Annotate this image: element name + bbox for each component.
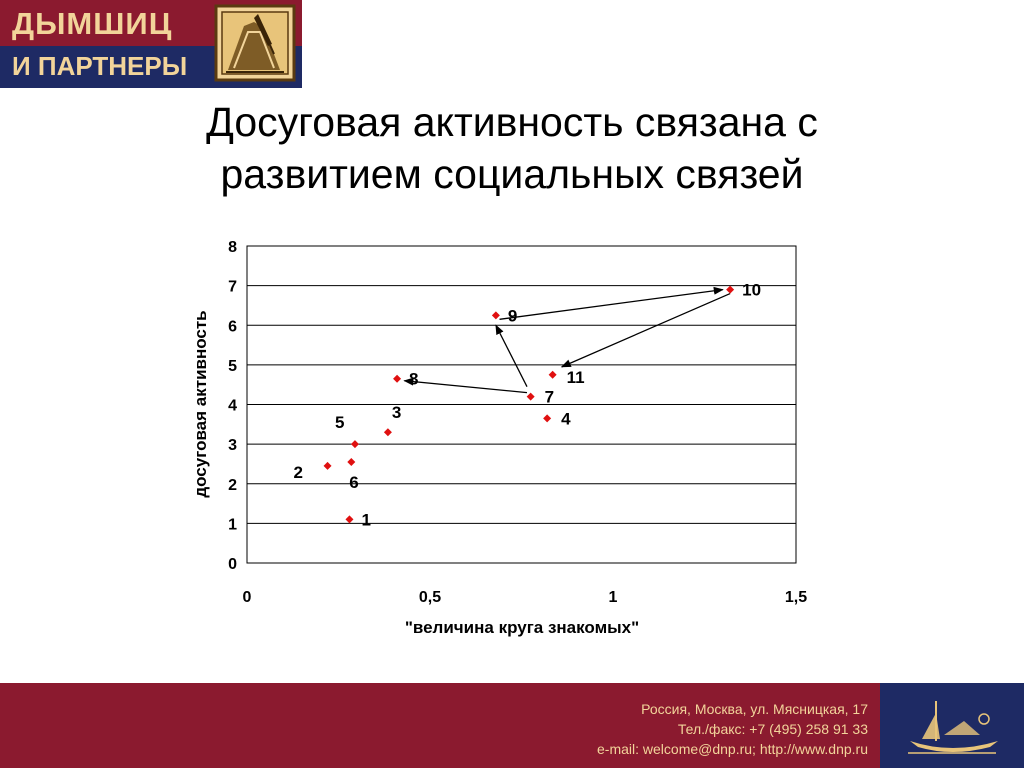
data-point xyxy=(347,457,356,466)
data-point xyxy=(350,440,359,449)
data-point-label: 2 xyxy=(294,463,303,482)
y-tick-label: 7 xyxy=(228,279,237,296)
ship-emblem-icon xyxy=(908,701,998,754)
logo-name-line1: ДЫМШИЦ xyxy=(12,6,173,41)
x-tick-label: 1 xyxy=(609,589,618,606)
y-tick-label: 2 xyxy=(228,477,237,494)
scatter-chart: 0 1 2 3 4 5 6 7 8 0 0,5 1 1,5 1 2 3 4 5 6 7 8 9 10 11 досугов… xyxy=(191,239,807,637)
quill-emblem-icon xyxy=(214,4,296,82)
slide-title-line2: развитием социальных связей xyxy=(220,151,804,197)
data-point-label: 7 xyxy=(545,388,554,407)
footer: Россия, Москва, ул. Мясницкая, 17 Тел./ф… xyxy=(0,683,1024,768)
x-tick-label: 1,5 xyxy=(785,589,807,606)
y-axis-label: досуговая активность xyxy=(191,310,210,497)
data-point-label: 3 xyxy=(392,403,401,422)
y-tick-label: 8 xyxy=(228,239,237,256)
y-tick-label: 6 xyxy=(228,318,237,335)
slide-title-line1: Досуговая активность связана с xyxy=(206,99,818,145)
data-point-label: 1 xyxy=(361,510,370,529)
data-point xyxy=(548,370,557,379)
data-point-label: 5 xyxy=(335,413,344,432)
trajectory-arrow xyxy=(499,286,724,320)
x-tick-label: 0 xyxy=(243,589,252,606)
data-point xyxy=(491,311,500,320)
data-point xyxy=(323,461,332,470)
data-point-label: 4 xyxy=(561,409,571,428)
data-point xyxy=(526,392,535,401)
data-point-label: 8 xyxy=(409,370,418,389)
y-tick-label: 4 xyxy=(228,398,237,415)
company-logo: ДЫМШИЦ И ПАРТНЕРЫ xyxy=(0,0,302,88)
contact-info: Россия, Москва, ул. Мясницкая, 17 Тел./ф… xyxy=(597,699,868,759)
email-web-text: e-mail: welcome@dnp.ru; http://www.dnp.r… xyxy=(597,741,868,757)
data-point xyxy=(383,428,392,437)
logo-name-line2: И ПАРТНЕРЫ xyxy=(12,51,188,81)
x-tick-label: 0,5 xyxy=(419,589,441,606)
address-text: Россия, Москва, ул. Мясницкая, 17 xyxy=(641,701,868,717)
data-point xyxy=(345,515,354,524)
x-axis-label: "величина круга знакомых" xyxy=(405,618,639,637)
data-point xyxy=(726,285,735,294)
data-point xyxy=(543,414,552,423)
y-tick-label: 3 xyxy=(228,437,237,454)
y-tick-label: 5 xyxy=(228,358,237,375)
data-point-label: 6 xyxy=(349,473,358,492)
data-point-label: 11 xyxy=(567,368,585,387)
trajectory-arrow xyxy=(403,377,528,394)
slide-title: Досуговая активность связана с развитием… xyxy=(120,96,904,200)
y-tick-label: 1 xyxy=(228,516,237,533)
data-point-label: 10 xyxy=(742,281,761,300)
data-point xyxy=(393,374,402,383)
y-tick-label: 0 xyxy=(228,556,237,573)
phone-text: Тел./факс: +7 (495) 258 91 33 xyxy=(677,721,868,737)
data-point-label: 9 xyxy=(508,306,517,325)
trajectory-arrow xyxy=(495,324,528,387)
footer-emblem-panel xyxy=(880,683,1024,768)
trajectory-arrow xyxy=(560,292,731,368)
